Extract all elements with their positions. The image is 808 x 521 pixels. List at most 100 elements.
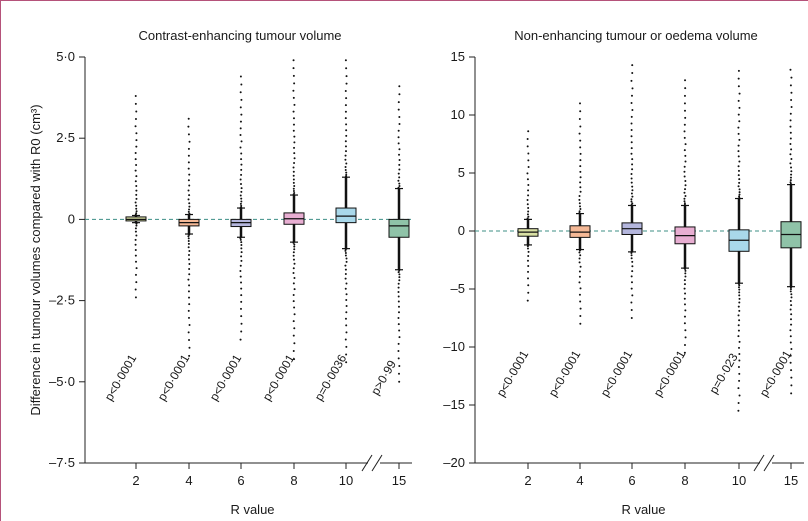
panel1-outliers-high-15 (397, 108, 400, 111)
panel1-outliers-low-10 (345, 257, 348, 260)
panel2-outliers-high-8 (684, 79, 687, 82)
panel2-outliers-low-10 (737, 409, 740, 412)
panel2-outliers-high-4 (579, 159, 582, 162)
panel2-outliers-low-15 (789, 341, 792, 344)
panel2-outliers-low-15 (789, 290, 792, 293)
panel1-outliers-high-15 (397, 129, 400, 132)
panel1-outliers-high-8 (292, 178, 295, 181)
panel2-y-tick-label: 15 (451, 49, 465, 64)
panel1-outliers-low-15 (397, 350, 400, 353)
panel1-p-value-2: p<0·0001 (102, 352, 140, 403)
panel1-outliers-high-6 (240, 204, 243, 207)
panel2-outliers-high-8 (684, 180, 687, 183)
panel1-box-15 (388, 218, 410, 238)
panel1-outliers-high-4 (187, 167, 190, 170)
panel2-outliers-low-4 (579, 307, 582, 310)
panel1-outliers-high-2 (135, 175, 138, 178)
panel2-outliers-high-10 (737, 150, 740, 153)
panel2-outliers-high-4 (579, 186, 582, 189)
panel2-outliers-high-10 (737, 144, 740, 147)
panel1-outliers-low-8 (293, 306, 296, 309)
panel1-outliers-high-8 (292, 89, 295, 92)
panel2-outliers-low-6 (631, 270, 634, 273)
panel2-outliers-low-10 (737, 335, 740, 338)
panel1-outliers-high-4 (188, 194, 191, 197)
panel1-outliers-low-10 (345, 293, 348, 296)
panel2-outliers-low-2 (526, 245, 529, 248)
panel1-outliers-high-8 (292, 67, 295, 70)
panel1-outliers-low-6 (240, 330, 243, 333)
panel2-outliers-low-15 (789, 361, 792, 364)
panel2-outliers-low-10 (738, 309, 741, 312)
panel2-outliers-low-8 (684, 292, 687, 295)
panel1-outliers-high-6 (239, 182, 242, 185)
panel1-p-value-8: p<0·0001 (260, 352, 298, 403)
panel2-outliers-high-4 (579, 181, 582, 184)
panel2-outliers-high-6 (630, 152, 633, 155)
panel2-outliers-high-10 (738, 138, 741, 141)
panel2-outliers-high-2 (526, 137, 529, 140)
panel1-outliers-low-6 (239, 270, 242, 273)
panel1-outliers-high-6 (240, 113, 243, 116)
panel1-outliers-low-6 (240, 247, 243, 250)
panel1-outliers-low-6 (240, 322, 243, 325)
panel2-outliers-high-6 (630, 122, 633, 125)
panel1-outliers-high-4 (188, 140, 191, 143)
panel2-outliers-low-6 (631, 260, 634, 263)
panel2-outliers-high-6 (631, 64, 634, 67)
panel1-outliers-low-4 (187, 235, 190, 238)
panel1-outliers-low-10 (345, 345, 348, 348)
panel2-p-value-6: p<0·0001 (598, 348, 636, 399)
panel1-outliers-high-6 (239, 91, 242, 94)
panel2-outliers-low-10 (737, 324, 740, 327)
panel1-outliers-high-10 (344, 150, 347, 153)
panel2-outliers-low-4 (578, 293, 581, 296)
panel1-outliers-high-15 (397, 142, 400, 145)
panel2-p-value-10: p=0·023 (706, 351, 740, 397)
panel2-outliers-high-4 (578, 205, 581, 208)
panel1-outliers-low-2 (134, 230, 137, 233)
panel1-outliers-high-10 (344, 166, 347, 169)
panel2-outliers-high-2 (527, 159, 530, 162)
panel1-outliers-high-10 (345, 171, 348, 174)
panel1-p-value-4: p<0·0001 (155, 352, 193, 403)
panel2-outliers-high-4 (579, 190, 582, 193)
panel1-outliers-low-6 (239, 338, 242, 341)
panel1-outliers-high-10 (345, 173, 348, 176)
panel2-outliers-high-6 (631, 189, 634, 192)
panel1-outliers-low-10 (345, 331, 348, 334)
panel2-y-tick-label: –5 (451, 281, 465, 296)
panel2-outliers-low-2 (526, 299, 529, 302)
panel1-y-tick-label: –7·5 (49, 455, 75, 470)
panel1-outliers-low-4 (188, 263, 191, 266)
panel1-outliers-high-10 (344, 104, 347, 107)
panel1-outliers-high-8 (292, 59, 295, 62)
panel1-outliers-high-2 (135, 139, 138, 142)
panel1-x-tick-label: 4 (185, 473, 192, 488)
panel1-outliers-high-8 (292, 166, 295, 169)
panel1-outliers-high-4 (188, 205, 191, 208)
panel2-outliers-low-4 (579, 315, 582, 318)
panel2-outliers-high-8 (683, 165, 686, 168)
panel1-outliers-low-10 (344, 317, 347, 320)
panel1-outliers-high-6 (239, 146, 242, 149)
panel1-outliers-low-8 (292, 293, 295, 296)
panel2-outliers-high-6 (631, 185, 634, 188)
panel1-x-tick-label: 6 (237, 473, 244, 488)
panel2-outliers-low-10 (738, 353, 741, 356)
panel1-outliers-high-15 (398, 93, 401, 96)
panel2-outliers-high-4 (579, 125, 582, 128)
panel2-outliers-high-6 (631, 158, 634, 161)
panel1-outliers-low-8 (292, 267, 295, 270)
panel1-outliers-low-8 (293, 245, 296, 248)
panel2-outliers-low-6 (630, 301, 633, 304)
panel2-outliers-high-8 (684, 143, 687, 146)
panel1-outliers-low-2 (134, 243, 137, 246)
panel2-outliers-high-2 (527, 130, 530, 133)
panel1-outliers-low-10 (345, 304, 348, 307)
panel1-outliers-high-10 (344, 169, 347, 172)
panel1-outliers-low-15 (398, 279, 401, 282)
panel2-y-tick-label: 5 (458, 165, 465, 180)
panel2-outliers-high-15 (790, 166, 793, 169)
panel1-outliers-low-8 (292, 282, 295, 285)
